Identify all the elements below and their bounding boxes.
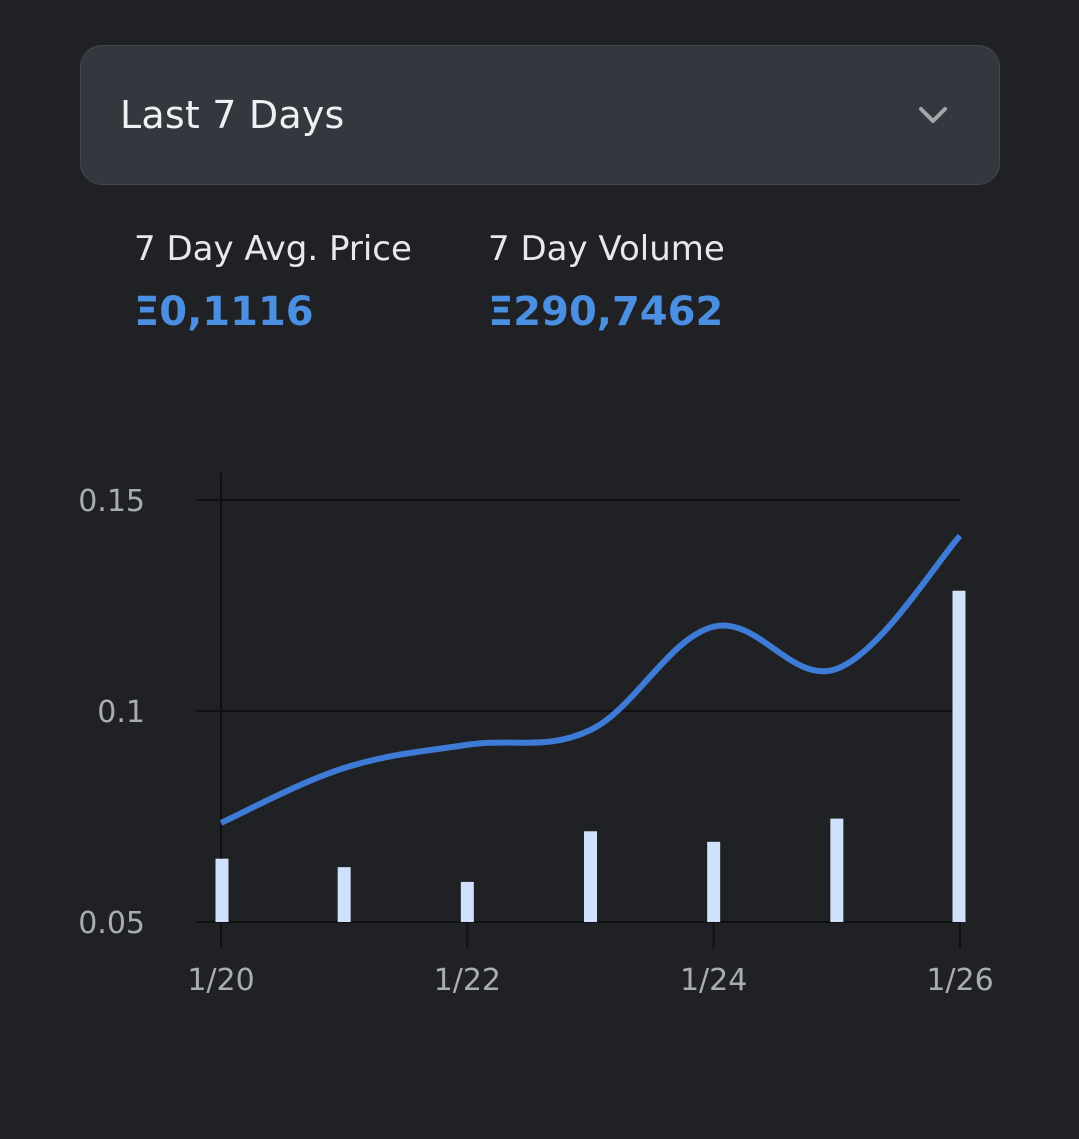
volume-bar — [707, 841, 721, 922]
volume-bar — [830, 818, 844, 922]
volume-bar — [337, 867, 351, 922]
x-tick-label: 1/24 — [680, 963, 747, 998]
volume-bar — [952, 590, 966, 922]
volume-bar — [460, 881, 474, 922]
y-tick-label: 0.15 — [78, 484, 145, 519]
price-line — [219, 533, 963, 826]
volume-stat: 7 Day Volume Ξ290,7462 — [488, 226, 725, 336]
volume-value: Ξ290,7462 — [488, 289, 724, 335]
x-tick-label: 1/26 — [926, 963, 993, 998]
volume-label: 7 Day Volume — [488, 229, 725, 269]
time-range-dropdown[interactable]: Last 7 Days — [80, 45, 1000, 185]
avg-price-stat: 7 Day Avg. Price Ξ0,1116 — [134, 226, 412, 336]
volume-bar — [584, 831, 597, 922]
avg-price-value: Ξ0,1116 — [134, 289, 314, 335]
y-tick-label: 0.1 — [97, 695, 145, 730]
chevron-down-icon — [919, 107, 947, 123]
y-tick-label: 0.05 — [78, 906, 145, 941]
x-tick-label: 1/20 — [187, 963, 254, 998]
avg-price-label: 7 Day Avg. Price — [134, 229, 412, 269]
x-tick-label: 1/22 — [434, 963, 501, 998]
price-volume-chart: 0.15 0.1 0.05 1/20 1/22 1/24 1/26 — [78, 473, 994, 998]
time-range-label: Last 7 Days — [120, 93, 345, 137]
volume-bar — [215, 858, 229, 922]
